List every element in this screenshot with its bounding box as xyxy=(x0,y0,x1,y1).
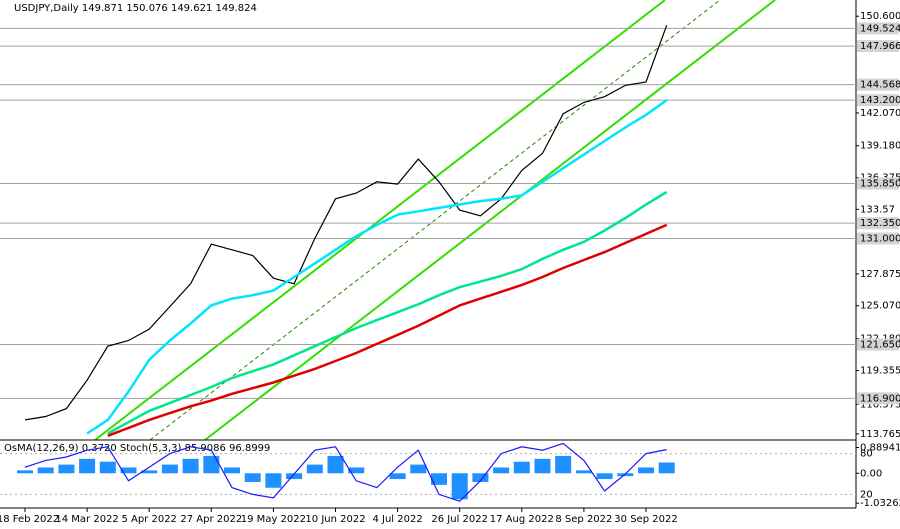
osma-bar xyxy=(596,473,613,480)
series-line xyxy=(86,99,668,435)
osma-bar xyxy=(451,473,468,500)
level-label: 121.650 xyxy=(860,340,900,351)
osma-bar xyxy=(37,467,54,474)
osma-bar xyxy=(493,467,510,474)
osma-bar xyxy=(431,473,447,485)
osma-bar xyxy=(224,467,240,474)
level-label-box xyxy=(857,232,899,245)
y-tick-label: 142.070 xyxy=(860,108,900,119)
level-label: 132.350 xyxy=(860,218,900,229)
series-line xyxy=(24,442,667,502)
chart-title: USDJPY,Daily 149.871 150.076 149.621 149… xyxy=(14,3,257,14)
x-tick-label: 17 Aug 2022 xyxy=(490,514,554,525)
channel-line xyxy=(94,0,666,441)
y-tick-label: 113.765 xyxy=(860,429,900,440)
x-tick-label: 27 Apr 2022 xyxy=(180,514,242,525)
osma-bar xyxy=(410,464,427,474)
osma-bar xyxy=(182,458,199,474)
osma-bar xyxy=(17,470,33,474)
y2-tick-label: 20 xyxy=(860,489,873,500)
level-label-box xyxy=(857,338,899,351)
y-tick-label: 0.00 xyxy=(860,468,882,479)
osma-bar xyxy=(161,464,178,474)
indicator-title: OsMA(12,26,9) 0.3720 Stoch(5,3,3) 85.908… xyxy=(4,443,270,454)
level-label-box xyxy=(857,177,899,190)
level-label: 135.850 xyxy=(860,178,900,189)
x-tick-label: 26 Jul 2022 xyxy=(431,514,488,525)
x-tick-label: 5 Apr 2022 xyxy=(121,514,176,525)
y-tick-label: 119.355 xyxy=(860,366,900,377)
level-label-box xyxy=(857,94,899,107)
y-tick-label: -1.03262 xyxy=(860,498,900,509)
x-tick-label: 14 Mar 2022 xyxy=(55,514,118,525)
x-tick-label: 19 May 2022 xyxy=(241,514,306,525)
y2-tick-label: 80 xyxy=(860,449,873,460)
osma-bar xyxy=(348,467,365,474)
osma-bar xyxy=(513,461,530,474)
level-label: 116.900 xyxy=(860,393,900,404)
level-label: 144.568 xyxy=(860,80,900,91)
y-tick-label: 116.375 xyxy=(860,399,900,410)
osma-bar xyxy=(555,455,572,474)
osma-bar xyxy=(286,473,303,480)
series-line xyxy=(107,223,668,437)
level-label: 131.000 xyxy=(860,233,900,244)
y-tick-label: 127.875 xyxy=(860,269,900,280)
x-tick-label: 18 Feb 2022 xyxy=(0,514,59,525)
channel-line xyxy=(149,0,721,441)
level-label-box xyxy=(857,392,899,405)
osma-bar xyxy=(141,470,158,474)
y-tick-label: 0.88941 xyxy=(860,443,900,454)
osma-bar xyxy=(389,473,406,480)
level-label: 149.524 xyxy=(860,23,900,34)
level-label: 143.200 xyxy=(860,95,900,106)
y-tick-label: 125.070 xyxy=(860,301,900,312)
osma-bar xyxy=(472,473,489,482)
osma-bar xyxy=(203,455,220,474)
osma-bar xyxy=(534,458,551,474)
level-label-box xyxy=(857,217,899,230)
osma-bar xyxy=(327,455,344,474)
channel-line xyxy=(204,0,776,441)
series-line xyxy=(24,25,668,421)
osma-bar xyxy=(99,461,116,474)
x-tick-label: 8 Sep 2022 xyxy=(555,514,612,525)
level-label-box xyxy=(857,78,899,91)
y-tick-label: 139.180 xyxy=(860,141,900,152)
x-tick-label: 4 Jul 2022 xyxy=(372,514,422,525)
osma-bar xyxy=(638,467,654,474)
osma-bar xyxy=(658,462,675,474)
level-label-box xyxy=(857,22,899,35)
osma-bar xyxy=(575,470,592,474)
osma-bar xyxy=(265,473,282,488)
x-tick-label: 10 Jun 2022 xyxy=(305,514,365,525)
y-tick-label: 150.600 xyxy=(860,11,900,22)
osma-bar xyxy=(244,473,261,482)
osma-bar xyxy=(79,458,96,474)
level-label-box xyxy=(857,40,899,53)
series-line xyxy=(107,190,668,435)
osma-bar xyxy=(306,464,323,474)
y-tick-label: 133.57 xyxy=(860,204,895,215)
osma-bar xyxy=(58,464,75,474)
x-tick-label: 30 Sep 2022 xyxy=(614,514,677,525)
osma-bar xyxy=(120,467,137,474)
level-label: 147.966 xyxy=(860,41,900,52)
